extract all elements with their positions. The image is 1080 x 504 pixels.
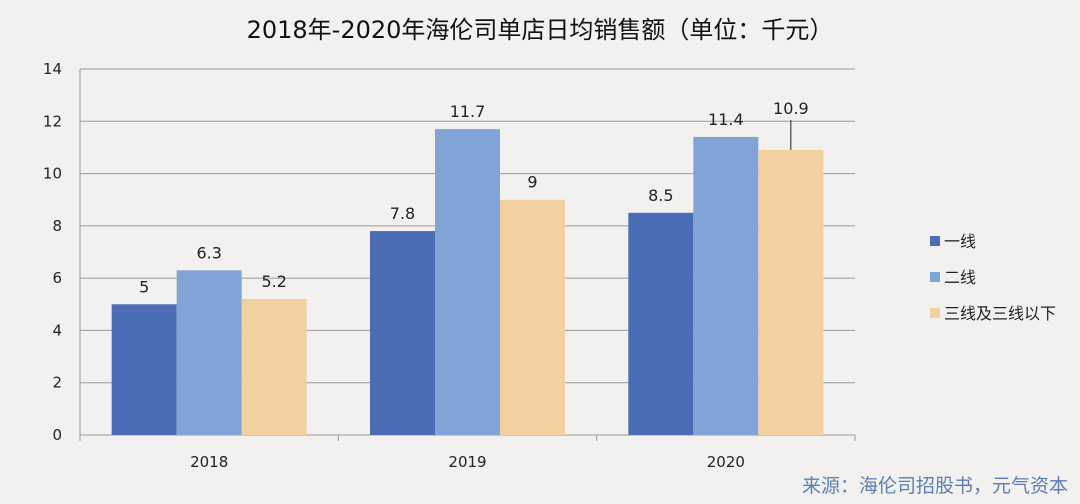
bar	[241, 299, 307, 435]
x-tick-label: 2019	[448, 453, 486, 471]
y-tick-label: 2	[52, 374, 62, 392]
bar	[758, 150, 824, 436]
data-label: 10.9	[773, 99, 809, 118]
bar	[693, 136, 759, 435]
legend-label: 一线	[944, 232, 976, 251]
legend-label: 二线	[944, 268, 976, 287]
data-label: 6.3	[196, 243, 221, 262]
y-tick-label: 10	[43, 165, 62, 183]
bar	[176, 270, 242, 435]
x-tick-label: 2020	[707, 453, 745, 471]
bar	[435, 129, 500, 435]
data-label: 11.4	[708, 110, 744, 129]
data-label: 5	[139, 277, 149, 296]
y-tick-label: 4	[52, 321, 62, 339]
x-tick-label: 2018	[190, 453, 228, 471]
y-tick-label: 12	[43, 112, 62, 130]
legend-swatch	[930, 272, 940, 282]
data-label: 9	[527, 173, 537, 192]
bar	[111, 304, 177, 435]
legend-swatch	[930, 236, 940, 246]
y-tick-label: 8	[52, 217, 62, 235]
legend-label: 三线及三线以下	[944, 304, 1056, 323]
bar	[500, 199, 565, 435]
data-label: 5.2	[261, 272, 286, 291]
legend-swatch	[930, 308, 940, 318]
data-label: 8.5	[648, 186, 673, 205]
y-tick-label: 0	[52, 426, 62, 444]
y-tick-label: 14	[43, 60, 62, 78]
bar	[628, 212, 694, 435]
source-note: 来源：海伦司招股书，元气资本	[801, 475, 1068, 497]
y-tick-label: 6	[52, 269, 62, 287]
data-label: 11.7	[450, 102, 486, 121]
bar	[370, 231, 435, 435]
chart-title: 2018年-2020年海伦司单店日均销售额（单位：千元）	[246, 16, 834, 44]
data-label: 7.8	[390, 204, 415, 223]
